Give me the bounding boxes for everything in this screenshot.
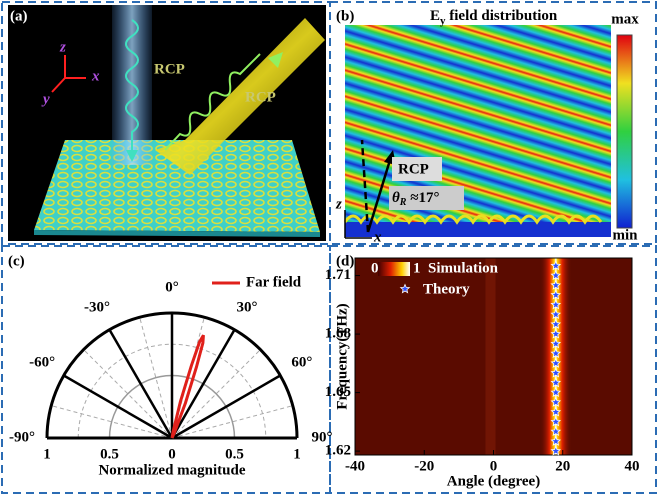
colorbar-label: 1 — [413, 260, 421, 276]
angle-tick-label: 60° — [291, 354, 312, 370]
angle-label: θR ≈17° — [392, 190, 439, 208]
x-tick-label: 0 — [168, 446, 176, 462]
angle-text: ≈17° — [406, 190, 439, 206]
spoke — [172, 376, 280, 439]
legend-label: Simulation — [428, 260, 499, 276]
x-tick-label: 40 — [625, 458, 640, 474]
x-axis-label: Normalized magnitude — [98, 462, 245, 478]
angle-tick-label: 30° — [237, 300, 258, 316]
panel-label: (b) — [336, 8, 354, 24]
angle-tick-label: -30° — [84, 300, 110, 316]
y-tick-label: 1.71 — [325, 267, 351, 283]
x-tick-label: -40 — [345, 458, 365, 474]
x-tick-label: 1 — [293, 446, 301, 462]
legend-label: Theory — [423, 281, 470, 297]
x-axis-label: Angle (degree) — [447, 473, 540, 489]
faint-band — [486, 258, 496, 455]
colorbar-label: 0 — [371, 260, 379, 276]
x-tick-label: 1 — [43, 446, 51, 462]
x-tick-label: 0.5 — [225, 446, 244, 462]
title-text: field distribution — [446, 8, 558, 24]
x-tick-label: 0.5 — [100, 446, 119, 462]
axis-label: x — [373, 229, 382, 245]
legend-label: Far field — [246, 274, 302, 290]
angle-symbol: θ — [392, 190, 400, 206]
spoke — [64, 376, 172, 439]
panel-a-illustration — [8, 5, 326, 241]
x-tick-label: 20 — [555, 458, 570, 474]
axis-label: y — [41, 91, 50, 107]
axis-label: z — [59, 39, 66, 55]
x-tick-label: 0 — [490, 458, 498, 474]
axis-label: x — [91, 68, 100, 84]
y-axis-label: Frequency(THz) — [334, 303, 350, 409]
figure: (a) z x y RCP RCP (b) Ey field distribut… — [0, 0, 658, 495]
angle-tick-label: -90° — [9, 429, 35, 445]
y-tick-label: 1.62 — [325, 443, 351, 459]
axis-label: z — [335, 196, 342, 212]
angle-tick-label: 0° — [165, 279, 179, 295]
beam-label: RCP — [154, 61, 185, 77]
angle-tick-label: -60° — [29, 354, 55, 370]
field-map — [345, 25, 632, 238]
panel-title: Ey field distribution — [430, 8, 558, 26]
panel-label: (a) — [10, 8, 28, 24]
panel-label: (c) — [8, 253, 25, 269]
colorbar — [378, 262, 410, 276]
spoke — [110, 330, 173, 438]
beam-label: RCP — [398, 161, 429, 177]
colorbar-label: min — [612, 227, 638, 243]
x-tick-label: -20 — [414, 458, 434, 474]
colorbar-label: max — [611, 11, 639, 27]
beam-label: RCP — [245, 89, 276, 105]
title-text: E — [430, 8, 440, 24]
